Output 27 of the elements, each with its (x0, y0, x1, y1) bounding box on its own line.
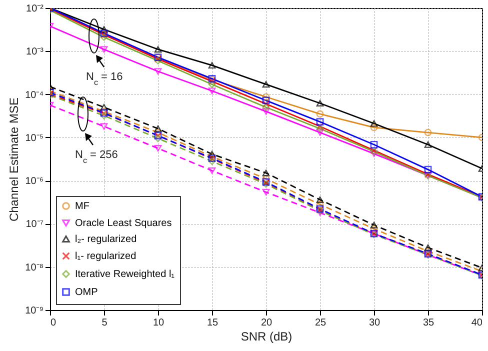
legend-label: MF (75, 201, 90, 212)
x-tick-label: 20 (260, 318, 272, 328)
y-tick-label: 10⁻⁹ (25, 306, 44, 316)
legend-label: OMP (75, 287, 98, 298)
y-axis-title: Channel Estimate MSE (7, 97, 22, 222)
y-tick-label: 10⁻⁴ (25, 90, 44, 101)
legend-label: l₁- regularized (75, 251, 136, 262)
x-axis-title: SNR (dB) (240, 330, 292, 344)
x-tick-label: 0 (50, 318, 56, 328)
y-tick-label: 10⁻³ (26, 46, 44, 58)
legend-label: Oracle Least Squares (75, 218, 172, 229)
x-tick-label: 35 (422, 318, 434, 328)
legend-label: Iterative Reweighted l₁ (75, 269, 176, 280)
x-tick-label: 25 (314, 318, 326, 328)
x-tick-label: 40 (471, 318, 483, 328)
y-tick-label: 10⁻⁷ (26, 219, 44, 230)
x-tick-label: 5 (102, 318, 108, 328)
legend-label: l₂- regularized (75, 234, 137, 245)
x-tick-label: 15 (206, 318, 218, 328)
annotation: N$_{c}$ = 256 (75, 149, 118, 164)
y-tick-label: 10⁻⁶ (25, 176, 44, 188)
x-tick-label: 10 (152, 318, 164, 328)
y-tick-label: 10⁻⁸ (25, 262, 44, 274)
annotation: N$_{c}$ = 16 (86, 71, 123, 86)
y-tick-label: 10⁻⁵ (25, 132, 44, 144)
x-tick-label: 30 (368, 318, 380, 328)
y-tick-label: 10⁻² (26, 4, 44, 14)
